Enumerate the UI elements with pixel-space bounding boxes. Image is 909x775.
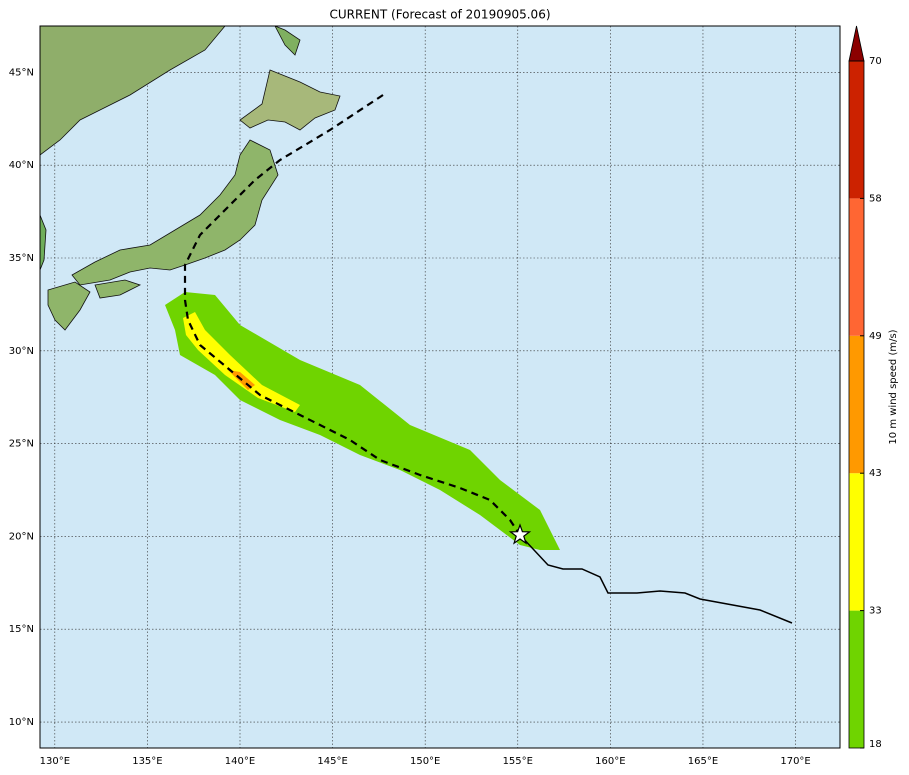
land-asia (40, 26, 226, 156)
lon-tick-label: 160°E (595, 756, 625, 767)
colorbar-segment (849, 61, 864, 199)
lat-tick-label: 10°N (9, 717, 34, 728)
land-sakhalin (274, 26, 301, 56)
land-kyushu (47, 281, 91, 331)
land-korea (40, 214, 47, 271)
lat-tick-label: 35°N (9, 253, 34, 264)
land-hokkaido (239, 69, 341, 131)
colorbar-segment (849, 335, 864, 474)
map-area (40, 26, 840, 748)
colorbar: 18 33 43 49 58 70 (848, 25, 882, 750)
lon-tick-label: 165°E (688, 756, 718, 767)
lat-tick-label: 25°N (9, 439, 34, 450)
colorbar-tick-label: 43 (869, 468, 882, 479)
land-honshu (71, 139, 279, 286)
colorbar-extension (848, 25, 865, 62)
forecast-track (183, 94, 521, 536)
lat-tick-label: 30°N (9, 346, 34, 357)
colorbar-tick-label: 49 (869, 331, 882, 342)
land-shikoku (94, 279, 142, 299)
lon-tick-label: 135°E (132, 756, 162, 767)
past-track (519, 534, 793, 624)
map-frame (39, 25, 841, 749)
lat-tick-label: 20°N (9, 531, 34, 542)
colorbar-tick-label: 70 (869, 56, 882, 67)
colorbar-tick-label: 18 (869, 739, 882, 750)
lat-tick-label: 40°N (9, 160, 34, 171)
colorbar-tick-label: 58 (869, 193, 882, 204)
lon-tick-label: 130°E (40, 756, 70, 767)
lon-tick-label: 155°E (503, 756, 533, 767)
lat-tick-label: 45°N (9, 67, 34, 78)
colorbar-label: 10 m wind speed (m/s) (888, 329, 899, 444)
lon-tick-label: 145°E (317, 756, 347, 767)
colorbar-tick-label: 33 (869, 606, 882, 617)
colorbar-frame (848, 60, 865, 749)
current-position-star (508, 523, 532, 545)
lon-tick-label: 150°E (410, 756, 440, 767)
wind-swath-33 (183, 312, 300, 412)
lon-tick-label: 140°E (225, 756, 255, 767)
wind-swath-18 (165, 292, 560, 550)
lat-tick-label: 15°N (9, 624, 34, 635)
ocean (40, 26, 840, 748)
colorbar-segment (849, 198, 864, 336)
lon-tick-label: 170°E (780, 756, 810, 767)
map-title: CURRENT (Forecast of 20190905.06) (329, 8, 550, 22)
colorbar-segment (849, 610, 864, 748)
colorbar-segment (849, 473, 864, 611)
